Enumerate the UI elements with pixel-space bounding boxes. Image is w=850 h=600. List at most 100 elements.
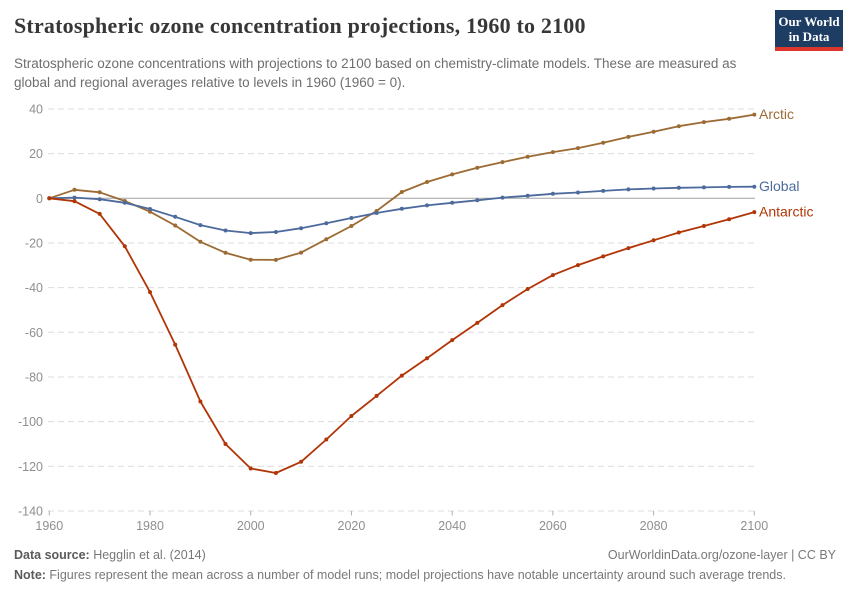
x-tick-label: 2100 [740, 519, 768, 533]
data-point-antarctic [450, 338, 455, 343]
data-point-arctic [701, 120, 706, 125]
y-tick-label: -100 [18, 415, 43, 429]
data-point-global [651, 186, 656, 191]
owid-link[interactable]: OurWorldinData.org/ozone-layer | CC BY [607, 548, 836, 562]
data-point-antarctic [122, 244, 127, 249]
data-point-global [173, 214, 178, 219]
data-point-arctic [425, 180, 429, 184]
y-tick-label: -40 [25, 281, 43, 295]
data-point-antarctic [399, 373, 404, 378]
y-tick-label: -60 [25, 326, 43, 340]
data-point-arctic [576, 146, 580, 151]
data-point-antarctic [525, 287, 530, 291]
data-point-global [676, 185, 681, 190]
x-tick-label: 2060 [539, 519, 567, 533]
footer-note-label: Note: [14, 568, 46, 582]
data-point-antarctic [273, 471, 278, 475]
data-point-global [425, 203, 429, 208]
data-point-global [701, 185, 706, 190]
data-point-arctic [223, 250, 228, 255]
data-point-antarctic [173, 342, 178, 347]
data-point-antarctic [223, 442, 228, 446]
data-point-arctic [752, 112, 757, 117]
owid-logo-line2: in Data [788, 29, 830, 44]
data-point-global [299, 226, 304, 231]
y-tick-label: -80 [25, 370, 43, 384]
x-tick-label: 2000 [237, 519, 265, 533]
data-point-antarctic [701, 224, 706, 228]
data-point-antarctic [752, 210, 757, 215]
data-point-antarctic [727, 217, 732, 222]
data-point-global [223, 228, 228, 233]
data-point-antarctic [299, 459, 304, 464]
series-label-global[interactable]: Global [759, 178, 799, 194]
data-point-antarctic [601, 254, 606, 259]
data-point-antarctic [374, 393, 379, 398]
series-line-antarctic [48, 197, 756, 474]
data-point-global [626, 187, 631, 192]
series-label-arctic[interactable]: Arctic [759, 106, 794, 122]
data-point-antarctic [97, 211, 102, 216]
page-title: Stratospheric ozone concentration projec… [14, 13, 586, 38]
y-tick-label: -140 [18, 504, 43, 518]
data-point-antarctic [425, 356, 429, 361]
x-tick-label: 1980 [136, 519, 164, 533]
data-point-antarctic [198, 399, 203, 404]
series-label-antarctic[interactable]: Antarctic [759, 204, 813, 220]
data-point-global [273, 230, 278, 234]
data-point-antarctic [47, 196, 52, 201]
data-point-global [500, 195, 505, 200]
data-point-arctic [727, 116, 732, 121]
data-point-global [72, 195, 77, 200]
data-point-antarctic [349, 414, 354, 418]
data-point-antarctic [651, 238, 656, 243]
data-point-arctic [651, 129, 656, 134]
data-point-arctic [324, 237, 329, 242]
series-line-arctic [48, 113, 756, 261]
data-point-arctic [248, 257, 253, 262]
data-point-global [97, 197, 102, 202]
data-point-arctic [72, 187, 77, 192]
owid-logo[interactable]: Our World in Data [775, 10, 843, 51]
footer-note-row: Note: Figures represent the mean across … [14, 568, 836, 582]
data-point-antarctic [148, 290, 152, 295]
data-point-arctic [97, 190, 102, 195]
data-point-global [324, 221, 329, 226]
data-point-arctic [475, 165, 480, 170]
data-point-arctic [273, 257, 278, 262]
footer-note: Note: Figures represent the mean across … [14, 568, 786, 582]
data-point-arctic [173, 223, 178, 228]
data-point-arctic [676, 124, 681, 129]
data-point-antarctic [72, 199, 77, 204]
data-point-arctic [550, 150, 555, 155]
data-point-arctic [450, 172, 455, 177]
y-tick-label: 20 [29, 147, 43, 161]
data-point-arctic [399, 190, 404, 194]
data-point-antarctic [324, 437, 329, 442]
data-source-label: Data source: [14, 548, 90, 562]
data-point-global [374, 211, 379, 215]
data-point-global [450, 200, 455, 205]
data-point-global [727, 184, 732, 189]
data-point-global [475, 198, 480, 203]
data-source: Data source: Hegglin et al. (2014) [14, 548, 206, 562]
data-point-antarctic [475, 320, 480, 325]
data-point-global [198, 223, 203, 228]
data-point-antarctic [626, 246, 631, 251]
data-point-global [148, 207, 152, 211]
data-point-antarctic [500, 303, 505, 308]
data-point-antarctic [248, 466, 253, 471]
y-tick-label: -20 [25, 236, 43, 250]
data-point-arctic [500, 160, 505, 165]
data-point-arctic [525, 154, 530, 159]
chart-subtitle: Stratospheric ozone concentrations with … [14, 56, 737, 91]
owid-logo-line1: Our World [778, 14, 840, 29]
data-point-global [525, 193, 530, 198]
data-point-arctic [601, 140, 606, 145]
data-point-global [550, 191, 555, 196]
footer-source-row: Data source: Hegglin et al. (2014) OurWo… [14, 548, 836, 562]
data-point-global [601, 188, 606, 193]
y-tick-label: -120 [18, 460, 43, 474]
